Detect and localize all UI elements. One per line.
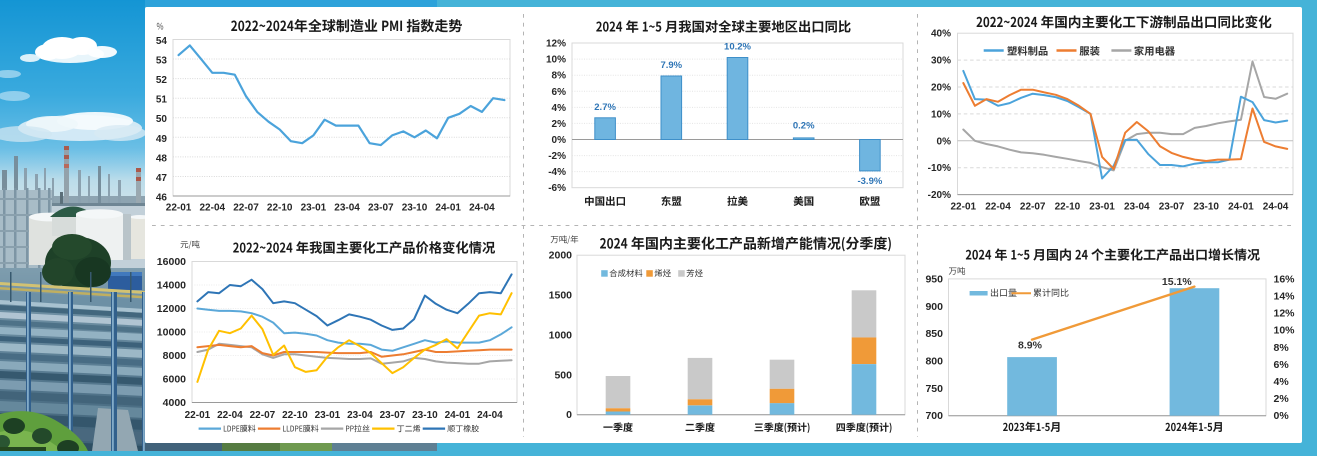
svg-text:15.1%: 15.1% — [1162, 276, 1192, 288]
svg-text:22-04: 22-04 — [200, 203, 226, 214]
svg-text:500: 500 — [554, 369, 572, 381]
svg-text:23-04: 23-04 — [1124, 202, 1150, 213]
svg-text:24-01: 24-01 — [445, 410, 471, 421]
svg-text:800: 800 — [925, 356, 943, 368]
svg-text:23-01: 23-01 — [315, 410, 341, 421]
svg-text:-6%: -6% — [548, 183, 566, 194]
svg-text:23-07: 23-07 — [368, 203, 394, 214]
svg-text:10.2%: 10.2% — [724, 42, 751, 53]
svg-text:24-01: 24-01 — [1228, 202, 1254, 213]
svg-text:23-01: 23-01 — [301, 203, 327, 214]
svg-text:0: 0 — [566, 409, 572, 421]
svg-text:23-10: 23-10 — [1193, 202, 1219, 213]
svg-text:8%: 8% — [552, 71, 567, 82]
svg-text:22-07: 22-07 — [233, 203, 259, 214]
svg-text:8000: 8000 — [163, 350, 187, 362]
svg-text:-20%: -20% — [928, 190, 951, 201]
svg-text:10%: 10% — [931, 109, 951, 120]
svg-text:2000: 2000 — [549, 250, 573, 262]
svg-text:22-10: 22-10 — [1055, 202, 1081, 213]
svg-text:700: 700 — [925, 410, 943, 422]
svg-text:6000: 6000 — [163, 374, 187, 386]
svg-text:10%: 10% — [546, 55, 566, 66]
svg-text:40%: 40% — [931, 29, 951, 40]
svg-text:48: 48 — [156, 153, 168, 164]
svg-text:0%: 0% — [1274, 410, 1290, 422]
svg-text:10000: 10000 — [157, 327, 186, 339]
svg-text:-3.9%: -3.9% — [857, 176, 882, 187]
svg-text:24-04: 24-04 — [1263, 202, 1289, 213]
svg-text:900: 900 — [925, 301, 943, 313]
svg-text:23-04: 23-04 — [347, 410, 373, 421]
svg-text:950: 950 — [925, 273, 943, 285]
svg-text:22-04: 22-04 — [217, 410, 243, 421]
svg-text:-4%: -4% — [548, 167, 566, 178]
svg-text:46: 46 — [156, 193, 168, 204]
svg-text:0%: 0% — [937, 136, 952, 147]
svg-text:30%: 30% — [931, 56, 951, 67]
svg-text:8%: 8% — [1274, 342, 1290, 354]
svg-text:23-04: 23-04 — [334, 203, 360, 214]
svg-text:23-01: 23-01 — [1089, 202, 1115, 213]
svg-text:49: 49 — [156, 134, 168, 145]
svg-text:51: 51 — [156, 95, 168, 106]
svg-text:2%: 2% — [552, 119, 567, 130]
svg-text:7.9%: 7.9% — [660, 60, 682, 71]
svg-text:4%: 4% — [552, 103, 567, 114]
svg-text:850: 850 — [925, 328, 943, 340]
svg-text:22-01: 22-01 — [166, 203, 192, 214]
svg-text:14000: 14000 — [157, 280, 186, 292]
svg-text:23-07: 23-07 — [1159, 202, 1185, 213]
svg-text:22-10: 22-10 — [282, 410, 308, 421]
svg-text:1000: 1000 — [549, 329, 573, 341]
svg-text:22-07: 22-07 — [1020, 202, 1046, 213]
svg-text:22-07: 22-07 — [250, 410, 276, 421]
svg-text:12%: 12% — [1274, 308, 1296, 320]
svg-text:6%: 6% — [1274, 359, 1290, 371]
svg-text:20%: 20% — [931, 83, 951, 94]
svg-text:50: 50 — [156, 114, 168, 125]
svg-text:0.2%: 0.2% — [793, 120, 815, 131]
svg-text:4000: 4000 — [163, 397, 187, 409]
svg-text:12%: 12% — [546, 39, 566, 50]
svg-text:54: 54 — [156, 36, 168, 47]
svg-text:-2%: -2% — [548, 151, 566, 162]
svg-text:24-04: 24-04 — [469, 203, 495, 214]
svg-text:1500: 1500 — [549, 290, 573, 302]
svg-text:-10%: -10% — [928, 163, 951, 174]
svg-text:53: 53 — [156, 56, 168, 67]
svg-text:10%: 10% — [1274, 325, 1296, 337]
svg-text:12000: 12000 — [157, 303, 186, 315]
svg-text:24-01: 24-01 — [435, 203, 461, 214]
svg-text:22-01: 22-01 — [185, 410, 211, 421]
svg-text:23-10: 23-10 — [412, 410, 438, 421]
svg-text:4%: 4% — [1274, 376, 1290, 388]
svg-text:47: 47 — [156, 173, 168, 184]
svg-text:16%: 16% — [1274, 273, 1296, 285]
svg-text:24-04: 24-04 — [477, 410, 503, 421]
svg-text:22-01: 22-01 — [951, 202, 977, 213]
svg-text:0%: 0% — [552, 135, 567, 146]
svg-text:8.9%: 8.9% — [1018, 340, 1043, 352]
svg-text:22-04: 22-04 — [985, 202, 1011, 213]
svg-text:23-10: 23-10 — [402, 203, 428, 214]
svg-text:23-07: 23-07 — [380, 410, 406, 421]
svg-text:6%: 6% — [552, 87, 567, 98]
svg-text:16000: 16000 — [157, 256, 186, 268]
svg-text:52: 52 — [156, 75, 168, 86]
svg-text:2%: 2% — [1274, 393, 1290, 405]
svg-text:750: 750 — [925, 383, 943, 395]
svg-text:22-10: 22-10 — [267, 203, 293, 214]
svg-text:14%: 14% — [1274, 291, 1296, 303]
svg-text:2.7%: 2.7% — [594, 102, 616, 113]
